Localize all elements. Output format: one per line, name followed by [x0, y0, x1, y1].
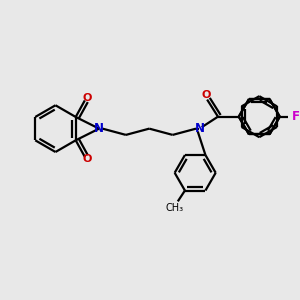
Text: N: N: [194, 122, 205, 135]
Text: O: O: [201, 90, 210, 100]
Text: N: N: [94, 122, 104, 135]
Text: F: F: [291, 110, 299, 123]
Text: O: O: [83, 154, 92, 164]
Text: O: O: [83, 93, 92, 103]
FancyBboxPatch shape: [230, 88, 288, 146]
Text: CH₃: CH₃: [166, 203, 184, 213]
